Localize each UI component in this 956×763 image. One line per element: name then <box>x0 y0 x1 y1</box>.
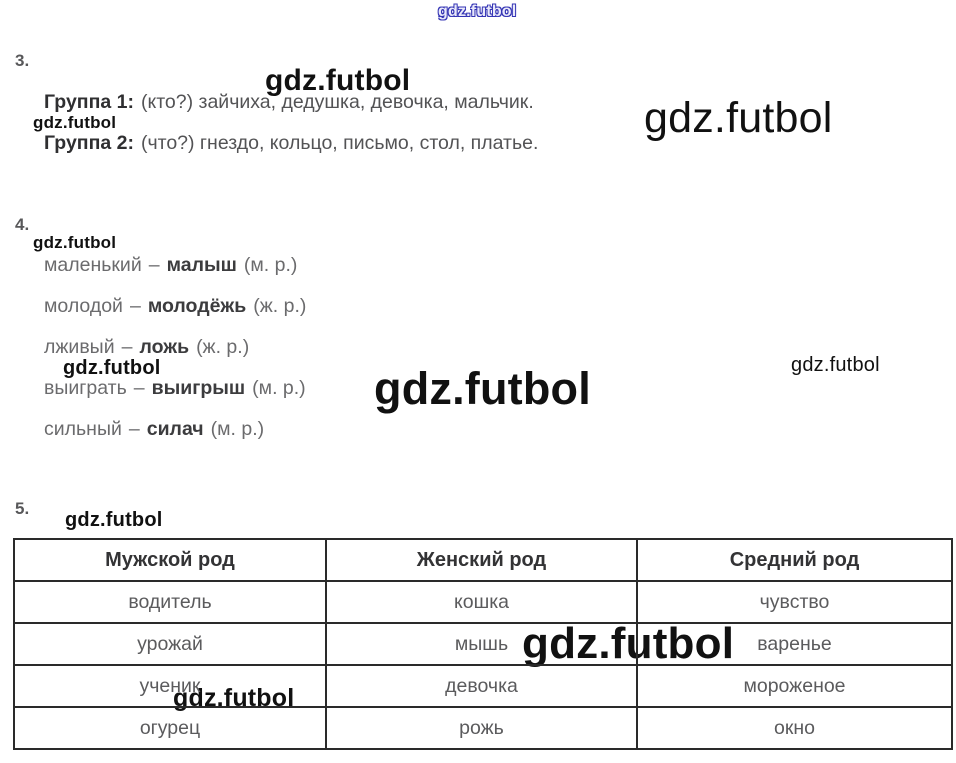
group-1-words: (кто?) зайчиха, дедушка, девочка, мальчи… <box>140 91 534 113</box>
column-header-masculine: Мужской род <box>13 538 327 582</box>
pair-dash: – <box>148 254 160 276</box>
group-2-words: (что?) гнездо, кольцо, письмо, стол, пла… <box>140 132 539 154</box>
word-pair: лживый – ложь (ж. р.) <box>44 336 249 359</box>
pair-dash: – <box>129 295 141 317</box>
group-2-line: Группа 2: (что?) гнездо, кольцо, письмо, … <box>44 132 538 154</box>
table-cell: окно <box>636 706 953 750</box>
table-cell: ученик <box>13 664 327 708</box>
column-header-feminine: Женский род <box>325 538 638 582</box>
table-cell: водитель <box>13 580 327 624</box>
watermark-section3-large: gdz.futbol <box>644 94 833 142</box>
table-row: огурец рожь окно <box>13 706 953 750</box>
table-cell: огурец <box>13 706 327 750</box>
pair-answer: ложь <box>139 336 190 358</box>
table-cell: мороженое <box>636 664 953 708</box>
table-cell: урожай <box>13 622 327 666</box>
section-5-number: 5. <box>15 499 30 518</box>
table-cell: чувство <box>636 580 953 624</box>
watermark-section4-large: gdz.futbol <box>374 363 591 414</box>
group-1-label: Группа 1: <box>44 91 134 113</box>
pair-word: молодой <box>44 295 123 317</box>
pair-answer: выигрыш <box>151 377 246 399</box>
word-pair: выиграть – выигрыш (м. р.) <box>44 377 306 400</box>
table-row: ученик девочка мороженое <box>13 664 953 708</box>
pair-answer: силач <box>146 418 204 440</box>
word-pair: молодой – молодёжь (ж. р.) <box>44 295 306 318</box>
watermark-section4-mid: gdz.futbol <box>63 357 161 379</box>
pair-gender-note: (м. р.) <box>252 377 306 399</box>
section-3-number: 3. <box>15 51 30 70</box>
table-cell: девочка <box>325 664 638 708</box>
column-header-neuter: Средний род <box>636 538 953 582</box>
pair-dash: – <box>133 377 145 399</box>
word-pair: маленький – малыш (м. р.) <box>44 254 297 277</box>
pair-gender-note: (ж. р.) <box>253 295 307 317</box>
watermark-top: gdz.futbol <box>438 3 517 20</box>
word-pair: сильный – силач (м. р.) <box>44 418 264 441</box>
table-row: водитель кошка чувство <box>13 580 953 624</box>
pair-gender-note: (м. р.) <box>210 418 265 440</box>
section-4-number: 4. <box>15 215 30 234</box>
watermark-section3-left: gdz.futbol <box>33 113 117 132</box>
pair-dash: – <box>128 418 140 440</box>
table-cell: рожь <box>325 706 638 750</box>
pair-word: маленький <box>44 254 142 276</box>
pair-answer: малыш <box>166 254 237 276</box>
pair-word: лживый <box>44 336 115 358</box>
table-header-row: Мужской род Женский род Средний род <box>13 538 953 582</box>
pair-word: сильный <box>44 418 122 440</box>
table-cell: кошка <box>325 580 638 624</box>
pair-gender-note: (м. р.) <box>243 254 298 276</box>
pair-word: выиграть <box>44 377 127 399</box>
table-cell: мышь <box>325 622 638 666</box>
watermark-section3-mid: gdz.futbol <box>265 64 411 97</box>
watermark-section4-right: gdz.futbol <box>791 354 880 376</box>
watermark-section5-left: gdz.futbol <box>65 509 163 531</box>
group-1-line: Группа 1: (кто?) зайчиха, дедушка, девочк… <box>44 91 534 113</box>
group-2-label: Группа 2: <box>44 132 134 154</box>
table-row: урожай мышь варенье <box>13 622 953 666</box>
pair-dash: – <box>121 336 133 358</box>
gender-table: Мужской род Женский род Средний род води… <box>13 538 953 750</box>
pair-answer: молодёжь <box>147 295 247 317</box>
table-cell: варенье <box>636 622 953 666</box>
watermark-section4-left: gdz.futbol <box>33 233 117 252</box>
pair-gender-note: (ж. р.) <box>196 336 250 358</box>
